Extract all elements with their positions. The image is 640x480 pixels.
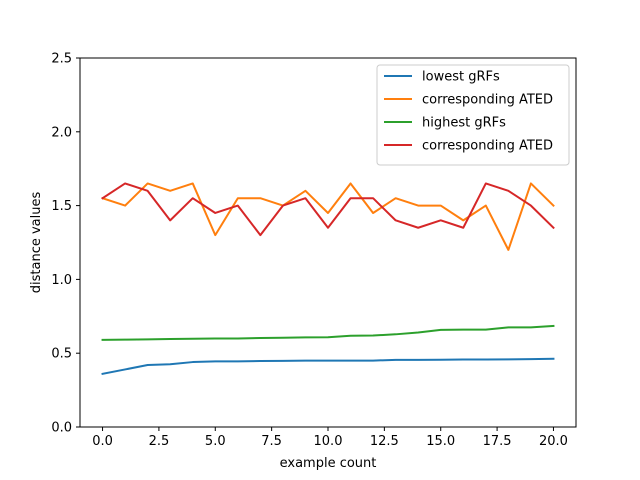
x-tick-label: 15.0 bbox=[426, 434, 455, 449]
y-axis-label: distance values bbox=[29, 192, 44, 294]
y-tick-label: 1.0 bbox=[51, 273, 72, 288]
legend-label-0: lowest gRFs bbox=[422, 70, 500, 85]
x-tick-label: 17.5 bbox=[483, 434, 512, 449]
y-tick-label: 0.5 bbox=[51, 347, 72, 362]
series-line-2 bbox=[101, 324, 555, 341]
x-tick-label: 2.5 bbox=[149, 434, 170, 449]
series-line-1 bbox=[101, 182, 555, 251]
series-line-0 bbox=[101, 357, 555, 376]
x-tick-label: 20.0 bbox=[539, 434, 568, 449]
legend-label-3: corresponding ATED bbox=[422, 139, 553, 154]
legend-label-1: corresponding ATED bbox=[422, 93, 553, 108]
legend: lowest gRFs corresponding ATED highest gRF… bbox=[376, 64, 570, 166]
legend-label-2: highest gRFs bbox=[422, 116, 506, 131]
y-axis-ticks: 0.0 0.5 1.0 1.5 2.0 2.5 bbox=[51, 52, 80, 436]
x-axis-label: example count bbox=[280, 456, 377, 471]
x-tick-label: 7.5 bbox=[261, 434, 282, 449]
x-tick-label: 10.0 bbox=[314, 434, 343, 449]
x-tick-label: 5.0 bbox=[205, 434, 226, 449]
x-tick-label: 0.0 bbox=[92, 434, 113, 449]
legend-box bbox=[376, 64, 570, 166]
series-line-3 bbox=[101, 182, 555, 237]
y-tick-label: 2.5 bbox=[51, 52, 72, 67]
y-tick-label: 0.0 bbox=[51, 421, 72, 436]
series-lines bbox=[101, 182, 555, 376]
x-tick-label: 12.5 bbox=[370, 434, 399, 449]
x-axis-ticks: 0.0 2.5 5.0 7.5 10.0 12.5 15.0 17.5 20.0 bbox=[92, 427, 568, 449]
y-tick-label: 1.5 bbox=[51, 199, 72, 214]
y-tick-label: 2.0 bbox=[51, 125, 72, 140]
